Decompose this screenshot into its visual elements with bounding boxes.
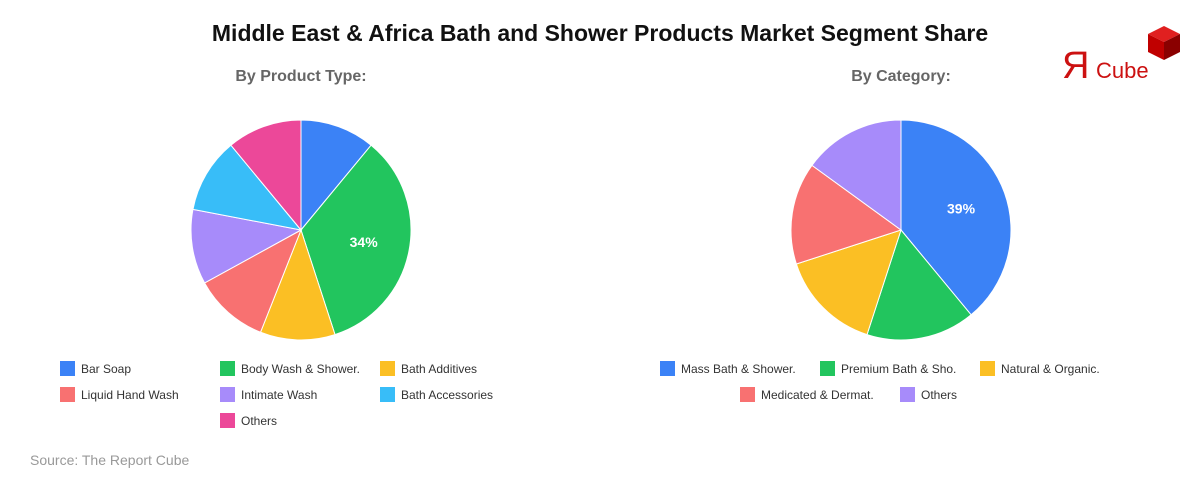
legend-swatch (220, 361, 235, 376)
pie-slice-mass-bath-shower- (900, 120, 1012, 316)
legend-swatch (980, 361, 995, 376)
legend-swatch (60, 387, 75, 402)
legend-item[interactable]: Liquid Hand Wash (60, 387, 179, 402)
legend-swatch (380, 361, 395, 376)
legend-label: Body Wash & Shower. (241, 361, 360, 376)
category-pie: 39% (790, 120, 1012, 341)
legend-swatch (60, 361, 75, 376)
legend-label: Bar Soap (81, 361, 132, 376)
slice-value-label: 34% (350, 234, 379, 250)
pie-slice-liquid-hand-wash (203, 228, 302, 333)
logo-text: Cube (1096, 58, 1149, 83)
legend-label: Natural & Organic. (1001, 361, 1100, 376)
legend-swatch (660, 361, 675, 376)
pie-slice-others (230, 120, 302, 232)
legend-swatch (900, 387, 915, 402)
legend-label: Intimate Wash (241, 387, 318, 402)
legend-label: Liquid Hand Wash (81, 387, 179, 402)
pie-slice-medicated-dermat- (790, 164, 903, 265)
legend-label: Bath Accessories (401, 387, 494, 402)
legend-label: Premium Bath & Sho. (841, 361, 957, 376)
slice-value-label: 39% (947, 200, 976, 216)
pie-slice-premium-bath-sho- (866, 228, 972, 341)
legend-item[interactable]: Intimate Wash (220, 387, 317, 402)
legend-label: Others (241, 413, 278, 428)
pie-slice-natural-organic- (795, 229, 902, 336)
legend-item[interactable]: Premium Bath & Sho. (820, 361, 956, 376)
legend-swatch (740, 387, 755, 402)
product-type-pie: 34% (190, 120, 412, 341)
pie-slice-bar-soap (300, 120, 372, 232)
pie-slice-intimate-wash (190, 208, 303, 284)
legend-item[interactable]: Bar Soap (60, 361, 131, 376)
legend-item[interactable]: Others (220, 413, 277, 428)
legend-item[interactable]: Body Wash & Shower. (220, 361, 360, 376)
legend-item[interactable]: Bath Accessories (380, 387, 493, 402)
legend-label: Bath Additives (401, 361, 478, 376)
source-note: Source: The Report Cube (30, 452, 190, 468)
chart-title: Middle East & Africa Bath and Shower Pro… (211, 20, 989, 46)
legend-item[interactable]: Natural & Organic. (980, 361, 1100, 376)
pie-slice-bath-accessories (192, 144, 303, 231)
legend-item[interactable]: Mass Bath & Shower. (660, 361, 796, 376)
cube-icon (1148, 26, 1180, 60)
logo-r: Я (1062, 45, 1089, 86)
pie1-title: By Product Type: (235, 68, 367, 85)
legend-swatch (220, 413, 235, 428)
legend-swatch (380, 387, 395, 402)
pie-slice-others (811, 120, 902, 231)
pie-slice-body-wash-shower- (300, 144, 412, 336)
legend-item[interactable]: Bath Additives (380, 361, 477, 376)
legend-item[interactable]: Medicated & Dermat. (740, 387, 874, 402)
pie2-title: By Category: (851, 68, 951, 85)
legend-label: Medicated & Dermat. (761, 387, 874, 402)
legend-item[interactable]: Others (900, 387, 957, 402)
legend-label: Mass Bath & Shower. (681, 361, 796, 376)
legend-swatch (220, 387, 235, 402)
report-cube-logo: Я Cube (1060, 26, 1190, 87)
legend-label: Others (921, 387, 958, 402)
pie-slice-bath-additives (259, 228, 336, 341)
legend-swatch (820, 361, 835, 376)
